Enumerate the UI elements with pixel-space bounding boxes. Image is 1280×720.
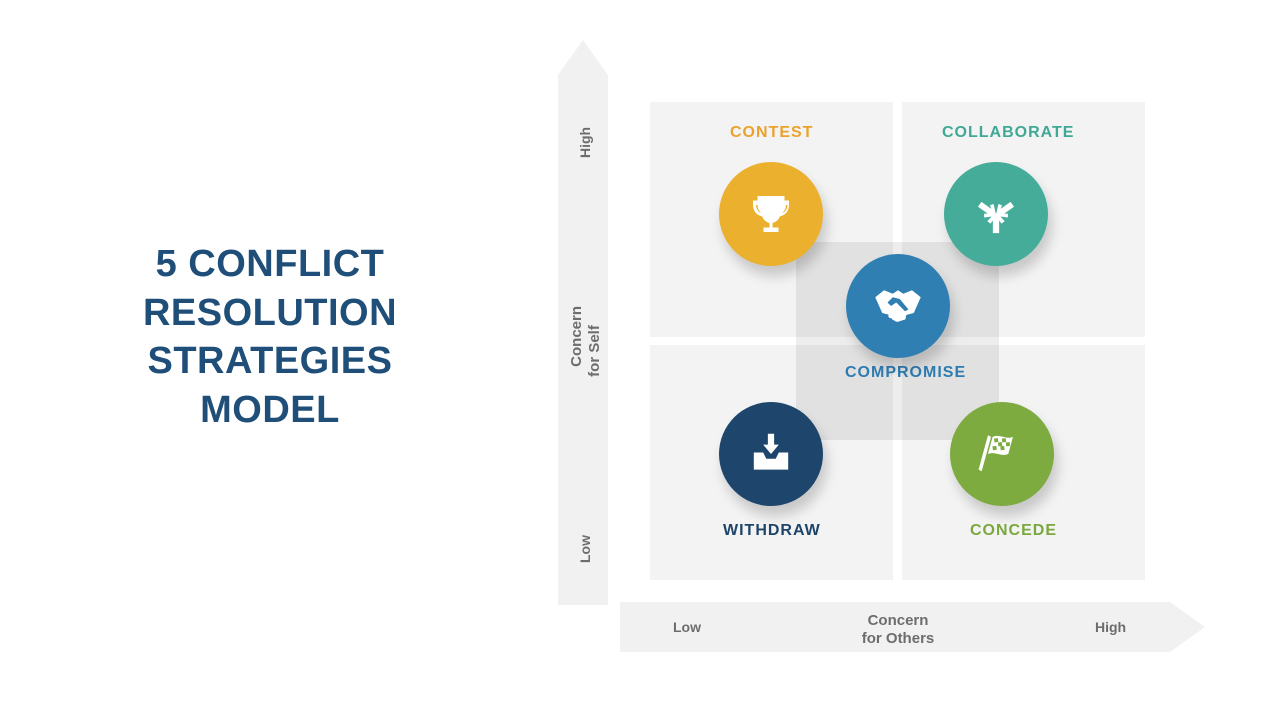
slide-title: 5 CONFLICT RESOLUTION STRATEGIES MODEL xyxy=(70,240,470,435)
inbox-download-icon xyxy=(746,429,796,479)
x-axis-title-line2: for Others xyxy=(862,630,935,647)
hands-team-icon xyxy=(968,186,1024,242)
collaborate-label: COLLABORATE xyxy=(942,124,1074,142)
collaborate-circle xyxy=(944,162,1048,266)
x-axis-low-label: Low xyxy=(673,619,701,635)
finish-flag-icon xyxy=(977,429,1027,479)
y-axis-arrow-head xyxy=(558,40,608,75)
y-axis-high-label: High xyxy=(577,118,593,158)
slide-canvas: 5 CONFLICT RESOLUTION STRATEGIES MODEL H… xyxy=(0,0,1280,720)
title-line-1: 5 CONFLICT xyxy=(70,240,470,289)
trophy-icon xyxy=(747,190,795,238)
x-axis-arrow-head xyxy=(1170,602,1205,652)
x-axis-title: Concernfor Others xyxy=(838,612,958,648)
concede-circle xyxy=(950,402,1054,506)
y-axis-title-line2: for Self xyxy=(586,325,603,377)
withdraw-circle xyxy=(719,402,823,506)
x-axis-title-line1: Concern xyxy=(868,612,929,629)
title-line-2: RESOLUTION xyxy=(70,289,470,338)
withdraw-label: WITHDRAW xyxy=(723,522,821,540)
title-line-3: STRATEGIES xyxy=(70,337,470,386)
concede-label: CONCEDE xyxy=(970,522,1057,540)
contest-circle xyxy=(719,162,823,266)
handshake-icon xyxy=(870,278,926,334)
contest-label: CONTEST xyxy=(730,124,813,142)
y-axis-low-label: Low xyxy=(577,523,593,563)
compromise-label: COMPROMISE xyxy=(845,364,966,382)
strategy-grid: CONTEST COLLABORATE COMPROMISE WITHDRAW … xyxy=(650,102,1145,580)
title-line-4: MODEL xyxy=(70,386,470,435)
y-axis-title-line1: Concern xyxy=(568,306,585,367)
compromise-circle xyxy=(846,254,950,358)
x-axis-high-label: High xyxy=(1095,619,1126,635)
y-axis-title: Concernfor Self xyxy=(550,301,622,401)
